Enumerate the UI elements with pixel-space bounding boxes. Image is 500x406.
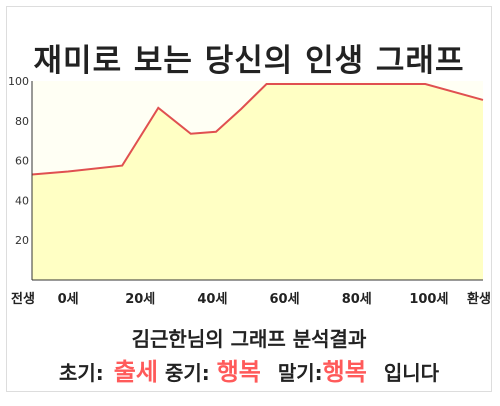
mid-label: 중기: [164, 361, 210, 385]
x-tick-label: 환생 [467, 291, 491, 307]
x-tick-label: 80세 [342, 292, 372, 307]
life-chart: 20 40 60 80 100 전생 0세 20세 40세 60세 80세 100세 환생 [8, 75, 491, 307]
mid-value: 행복 [216, 358, 261, 386]
chart-title: 재미로 보는 당신의 인생 그래프 [33, 43, 465, 79]
y-tick-label: 80 [15, 115, 29, 128]
life-area [32, 83, 483, 280]
life-line [31, 82, 484, 176]
early-label: 초기: [58, 361, 104, 385]
y-tick-labels: 20 40 60 80 100 [8, 75, 29, 247]
y-tick-label: 60 [15, 155, 29, 168]
x-tick-label: 0세 [58, 292, 79, 307]
late-label: 말기: [277, 361, 323, 385]
y-tick-label: 40 [15, 194, 29, 207]
y-tick-label: 20 [15, 234, 29, 247]
x-tick-label: 100세 [409, 292, 448, 307]
summary-title: 김근한님의 그래프 분석결과 [131, 327, 367, 351]
x-tick-label: 20세 [125, 292, 155, 307]
x-tick-label: 전생 [11, 291, 35, 307]
y-tick-label: 100 [8, 75, 29, 88]
life-graph-card: 재미로 보는 당신의 인생 그래프 20 40 60 80 100 전생 0세 20세 40세… [6, 6, 492, 392]
early-value: 출세 [113, 358, 158, 386]
x-tick-label: 60세 [270, 292, 300, 307]
suffix: 입니다 [383, 361, 440, 385]
summary-result: 초기: 출세 중기: 행복 말기:행복 입니다 [7, 352, 491, 387]
late-value: 행복 [322, 358, 367, 386]
x-tick-label: 40세 [197, 292, 227, 307]
x-tick-labels: 전생 0세 20세 40세 60세 80세 100세 환생 [11, 291, 491, 307]
